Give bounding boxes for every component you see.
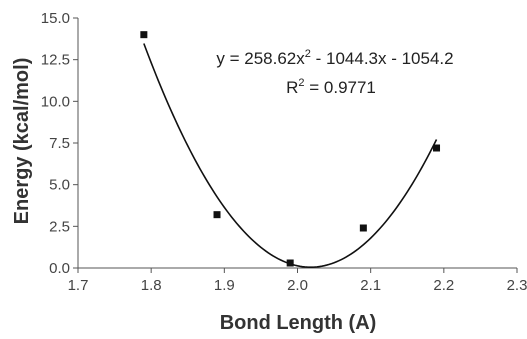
trendline-equation: y = 258.62x2 - 1044.3x - 1054.2 [216,48,453,68]
data-point [359,224,367,232]
axes [73,17,518,273]
y-tick-label: 10.0 [41,93,70,110]
tick-labels: 0.0 2.5 5.0 7.5 10.0 12.5 15.0 1.7 1.8 1.9 2.0 2.1 2… [41,10,527,294]
data-point [140,31,148,39]
y-axis-title: Energy (kcal/mol) [11,58,33,225]
x-tick-label: 2.2 [433,277,454,294]
x-tick-label: 2.3 [507,277,527,294]
r-squared-label: R2 = 0.9771 [286,77,376,97]
x-tick-label: 2.0 [287,277,308,294]
y-tick-label: 7.5 [49,135,70,152]
y-tick-label: 2.5 [49,218,70,235]
x-tick-label: 1.7 [68,277,89,294]
data-point [433,144,441,152]
y-tick-label: 12.5 [41,52,70,69]
data-point [213,211,221,219]
data-point [286,259,294,267]
x-tick-label: 1.8 [141,277,162,294]
x-axis-title: Bond Length (A) [220,312,377,334]
x-tick-label: 1.9 [214,277,235,294]
y-tick-label: 15.0 [41,10,70,27]
y-tick-label: 5.0 [49,177,70,194]
x-tick-label: 2.1 [360,277,381,294]
y-tick-label: 0.0 [49,260,70,277]
data-points [140,31,441,267]
